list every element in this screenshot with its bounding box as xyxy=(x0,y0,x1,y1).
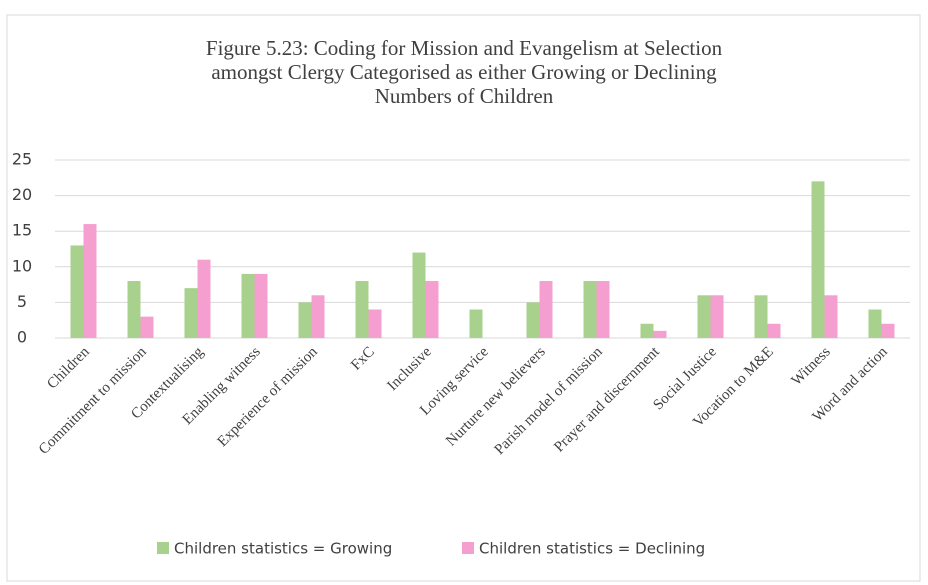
bar xyxy=(710,295,724,338)
bar xyxy=(127,281,141,338)
bar xyxy=(311,295,325,338)
bar xyxy=(640,323,654,338)
chart-title: Numbers of Children xyxy=(375,84,554,108)
y-tick-label: 0 xyxy=(17,328,27,347)
bar xyxy=(241,273,255,338)
bar xyxy=(583,281,597,338)
legend-label: Children statistics = Growing xyxy=(174,540,392,558)
legend-swatch xyxy=(157,542,169,554)
bar xyxy=(425,281,439,338)
bar xyxy=(412,252,426,338)
bar xyxy=(254,273,268,338)
bar xyxy=(811,181,825,338)
bar xyxy=(298,302,312,338)
chart-border xyxy=(6,14,921,582)
bar xyxy=(184,288,198,338)
bar xyxy=(881,323,895,338)
y-tick-label: 10 xyxy=(12,256,32,275)
bar xyxy=(754,295,768,338)
legend-swatch xyxy=(462,542,474,554)
chart-title: amongst Clergy Categorised as either Gro… xyxy=(211,60,717,84)
bar xyxy=(824,295,838,338)
bar xyxy=(197,259,211,338)
bar xyxy=(868,309,882,338)
bar xyxy=(526,302,540,338)
y-tick-label: 15 xyxy=(12,221,32,240)
bar xyxy=(653,330,667,338)
bar xyxy=(596,281,610,338)
y-tick-label: 20 xyxy=(12,185,32,204)
chart-title: Figure 5.23: Coding for Mission and Evan… xyxy=(206,36,723,60)
bar xyxy=(70,245,84,338)
y-tick-label: 5 xyxy=(17,292,27,311)
bar xyxy=(140,316,154,338)
bar xyxy=(368,309,382,338)
bar xyxy=(83,224,97,338)
bar xyxy=(697,295,711,338)
bar xyxy=(469,309,483,338)
bar xyxy=(767,323,781,338)
y-tick-label: 25 xyxy=(12,150,32,169)
legend-label: Children statistics = Declining xyxy=(479,540,705,558)
bar xyxy=(539,281,553,338)
bar xyxy=(355,281,369,338)
